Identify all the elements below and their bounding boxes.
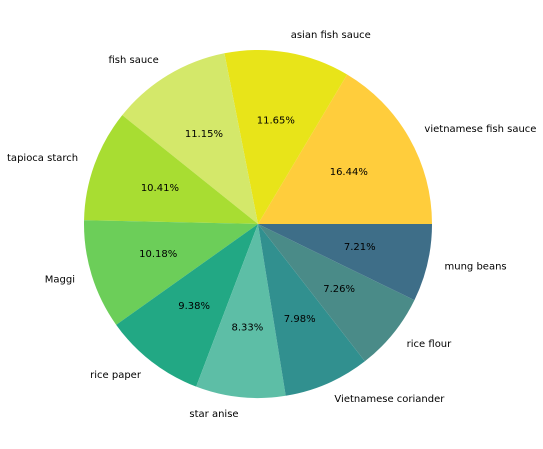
slice-percent-label: 8.33% xyxy=(232,322,264,333)
pie-slice xyxy=(116,224,259,387)
slice-category-label: fish sauce xyxy=(108,55,158,66)
pie-slice xyxy=(258,224,432,301)
pie-slice xyxy=(122,53,259,224)
slice-category-label: vietnamese fish sauce xyxy=(424,124,536,135)
slice-percent-label: 9.38% xyxy=(178,301,210,312)
slice-percent-label: 11.15% xyxy=(185,129,223,140)
slice-percent-label: 10.41% xyxy=(141,183,179,194)
slice-percent-label: 7.98% xyxy=(284,314,316,325)
pie-slice xyxy=(83,220,258,325)
pie-slice xyxy=(258,74,432,224)
pie-slice xyxy=(258,224,415,362)
slice-percent-label: 10.18% xyxy=(139,249,177,260)
pie-slice xyxy=(84,115,258,224)
slice-category-label: Maggi xyxy=(45,275,75,286)
slice-percent-label: 7.21% xyxy=(344,242,376,253)
slice-category-label: mung beans xyxy=(445,261,507,272)
slice-category-label: rice paper xyxy=(90,370,142,381)
pie-slice xyxy=(196,224,286,398)
slice-percent-label: 7.26% xyxy=(323,284,355,295)
pie-slice xyxy=(258,224,365,396)
slice-category-label: tapioca starch xyxy=(7,153,78,164)
slice-category-label: asian fish sauce xyxy=(291,30,371,41)
pie-slice xyxy=(224,50,348,225)
slice-percent-label: 16.44% xyxy=(330,167,368,178)
slice-category-label: Vietnamese coriander xyxy=(334,394,445,405)
slice-category-label: star anise xyxy=(189,409,238,420)
slice-percent-label: 11.65% xyxy=(257,116,295,127)
slice-category-label: rice flour xyxy=(407,339,452,350)
